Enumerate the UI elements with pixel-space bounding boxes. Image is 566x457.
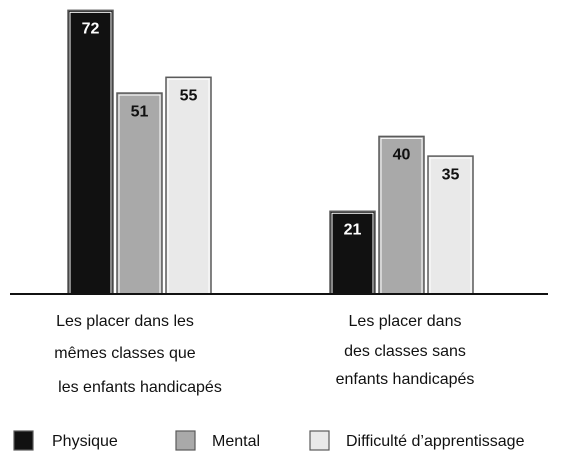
- category-label: enfants handicapés: [336, 371, 475, 388]
- value-label: 55: [180, 88, 198, 105]
- category-label: les enfants handicapés: [58, 379, 222, 396]
- legend-swatch: [175, 430, 196, 451]
- value-label: 35: [442, 166, 460, 183]
- value-label: 40: [393, 147, 411, 164]
- legend-swatch: [309, 430, 330, 451]
- bar: [165, 76, 212, 295]
- category-label: Les placer dans les: [56, 313, 194, 330]
- value-label: 51: [131, 103, 149, 120]
- category-label: mêmes classes que: [54, 345, 195, 362]
- legend-label: Mental: [212, 433, 260, 450]
- legend-label: Physique: [52, 433, 118, 450]
- value-label: 72: [82, 21, 100, 38]
- legend-swatch: [13, 430, 34, 451]
- category-label: des classes sans: [344, 343, 466, 360]
- legend-label: Difficulté d’apprentissage: [346, 433, 525, 450]
- category-label: Les placer dans: [349, 313, 462, 330]
- value-label: 21: [344, 221, 362, 238]
- bar: [116, 92, 163, 295]
- bar: [427, 155, 474, 295]
- bar: [67, 9, 114, 295]
